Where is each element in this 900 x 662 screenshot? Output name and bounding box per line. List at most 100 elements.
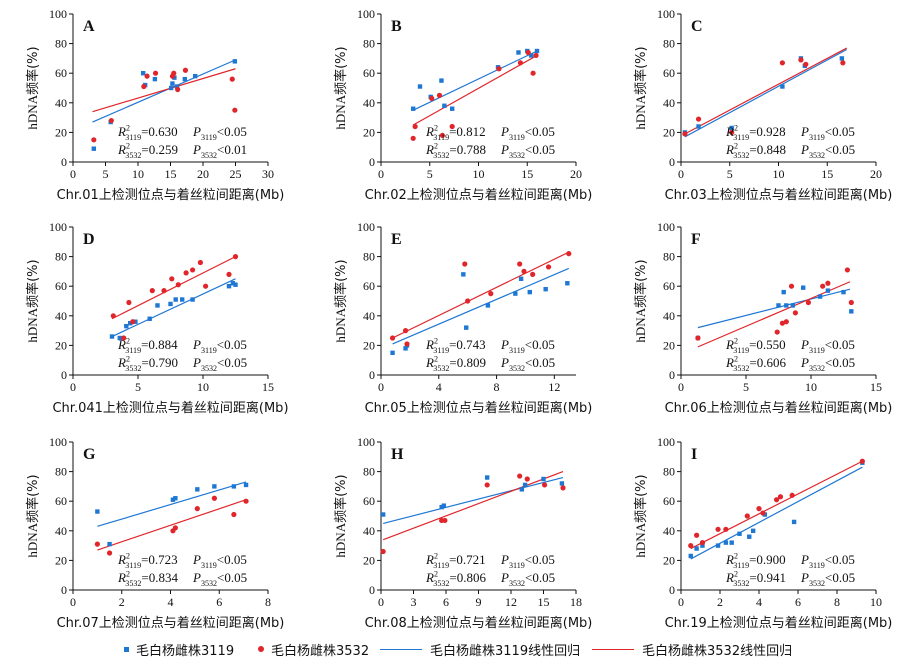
- p-value-3119: P3119<0.05: [500, 552, 555, 570]
- data-point-3119: [559, 481, 565, 486]
- data-point-3532: [231, 511, 237, 518]
- data-point-3119: [380, 512, 386, 517]
- regression-line-3532: [690, 460, 863, 550]
- x-tick-label: 0: [678, 595, 684, 609]
- r-squared-3532: R2 3532=0.790: [117, 355, 178, 373]
- x-tick-label: 15: [538, 595, 550, 609]
- data-point-3119: [128, 321, 133, 326]
- data-point-3119: [442, 103, 447, 108]
- y-tick-label: 0: [669, 583, 675, 597]
- data-point-3532: [232, 254, 239, 260]
- data-point-3532: [152, 70, 159, 76]
- data-point-3119: [729, 125, 734, 131]
- r-squared-3119: R2 3119=0.743: [425, 337, 486, 355]
- y-tick-label: 0: [369, 155, 375, 169]
- data-point-3532: [380, 548, 386, 555]
- data-point-3532: [161, 288, 167, 294]
- data-point-3532: [517, 473, 523, 479]
- data-point-3532: [789, 492, 795, 498]
- data-point-3532: [715, 526, 721, 532]
- p-value-3119: P3119<0.05: [800, 124, 855, 142]
- p-value-3532: P3532<0.05: [500, 355, 555, 373]
- y-tick-label: 20: [55, 125, 67, 139]
- x-tick-label: 10: [805, 380, 817, 394]
- y-tick-label: 60: [363, 494, 375, 508]
- r-squared-3532: R2 3532=0.848: [725, 142, 786, 160]
- regression-line-3119: [383, 476, 564, 524]
- data-point-3532: [496, 66, 502, 72]
- data-point-3532: [389, 335, 396, 341]
- y-tick-label: 40: [55, 96, 67, 110]
- panel-letter: C: [691, 18, 703, 35]
- data-point-3119: [776, 303, 781, 308]
- y-tick-label: 60: [663, 279, 675, 293]
- r-squared-3119: R2 3119=0.928: [725, 124, 786, 142]
- square-marker-icon: [124, 646, 129, 652]
- y-axis-label: hDNA频率(%): [25, 46, 41, 129]
- data-point-3119: [174, 84, 180, 89]
- p-value-3119: P3119<0.05: [500, 124, 555, 142]
- data-point-3119: [193, 73, 198, 79]
- data-point-3119: [141, 71, 146, 76]
- data-point-3119: [107, 541, 112, 547]
- r-squared-3532: R2 3532=0.834: [117, 570, 178, 588]
- y-tick-label: 40: [55, 309, 67, 323]
- x-tick-label: 9: [476, 595, 482, 609]
- regression-line-3532: [97, 499, 247, 551]
- legend-label: 毛白杨雌株3532: [271, 643, 370, 659]
- data-point-3119: [519, 487, 525, 492]
- x-tick-label: 0: [378, 380, 384, 394]
- r-squared-3119: R2 3119=0.900: [725, 552, 786, 570]
- data-point-3532: [412, 123, 418, 130]
- y-tick-label: 40: [663, 309, 675, 323]
- x-tick-label: 6: [443, 595, 449, 609]
- data-point-3532: [436, 92, 443, 98]
- y-tick-label: 100: [657, 7, 675, 21]
- data-point-3119: [516, 50, 521, 55]
- y-tick-label: 100: [49, 7, 67, 21]
- regression-line-3532: [684, 47, 848, 135]
- data-point-3532: [203, 283, 209, 289]
- data-point-3532: [545, 264, 552, 270]
- y-tick-label: 100: [49, 220, 67, 234]
- p-value-3532: P3532<0.05: [800, 355, 855, 373]
- y-tick-label: 0: [669, 368, 675, 382]
- data-point-3532: [110, 313, 116, 319]
- data-point-3532: [488, 291, 494, 297]
- data-point-3119: [791, 519, 797, 525]
- x-tick-label: 12: [548, 380, 560, 394]
- y-tick-label: 80: [363, 250, 375, 264]
- y-tick-label: 20: [55, 338, 67, 352]
- data-point-3532: [773, 497, 780, 503]
- x-tick-label: 0: [70, 380, 76, 394]
- data-point-3119: [522, 482, 528, 488]
- data-point-3119: [849, 309, 854, 314]
- p-value-3532: P3532<0.05: [800, 142, 855, 160]
- x-tick-label: 20: [197, 167, 209, 181]
- r-squared-3532: R2 3532=0.809: [425, 355, 486, 373]
- r-squared-3119: R2 3119=0.723: [117, 552, 178, 570]
- data-point-3532: [429, 95, 435, 101]
- r-squared-3532: R2 3532=0.788: [425, 142, 486, 160]
- data-point-3119: [534, 48, 540, 54]
- x-tick-label: 25: [230, 167, 242, 181]
- data-point-3532: [442, 517, 448, 524]
- x-tick-label: 12: [505, 595, 517, 609]
- y-tick-label: 0: [369, 368, 375, 382]
- regression-line-3119: [392, 267, 570, 345]
- x-tick-label: 4: [436, 380, 442, 394]
- data-point-3119: [212, 484, 217, 489]
- regression-line-3119: [412, 50, 538, 111]
- data-point-3532: [94, 541, 100, 547]
- y-tick-label: 60: [55, 494, 67, 508]
- data-point-3119: [182, 76, 187, 82]
- data-point-3119: [464, 325, 469, 330]
- data-point-3119: [170, 81, 175, 86]
- regression-line-3532: [111, 256, 236, 320]
- data-point-3532: [541, 482, 548, 488]
- x-tick-label: 10: [870, 595, 882, 609]
- y-tick-label: 40: [363, 524, 375, 538]
- data-point-3119: [410, 106, 416, 111]
- data-point-3532: [840, 60, 846, 66]
